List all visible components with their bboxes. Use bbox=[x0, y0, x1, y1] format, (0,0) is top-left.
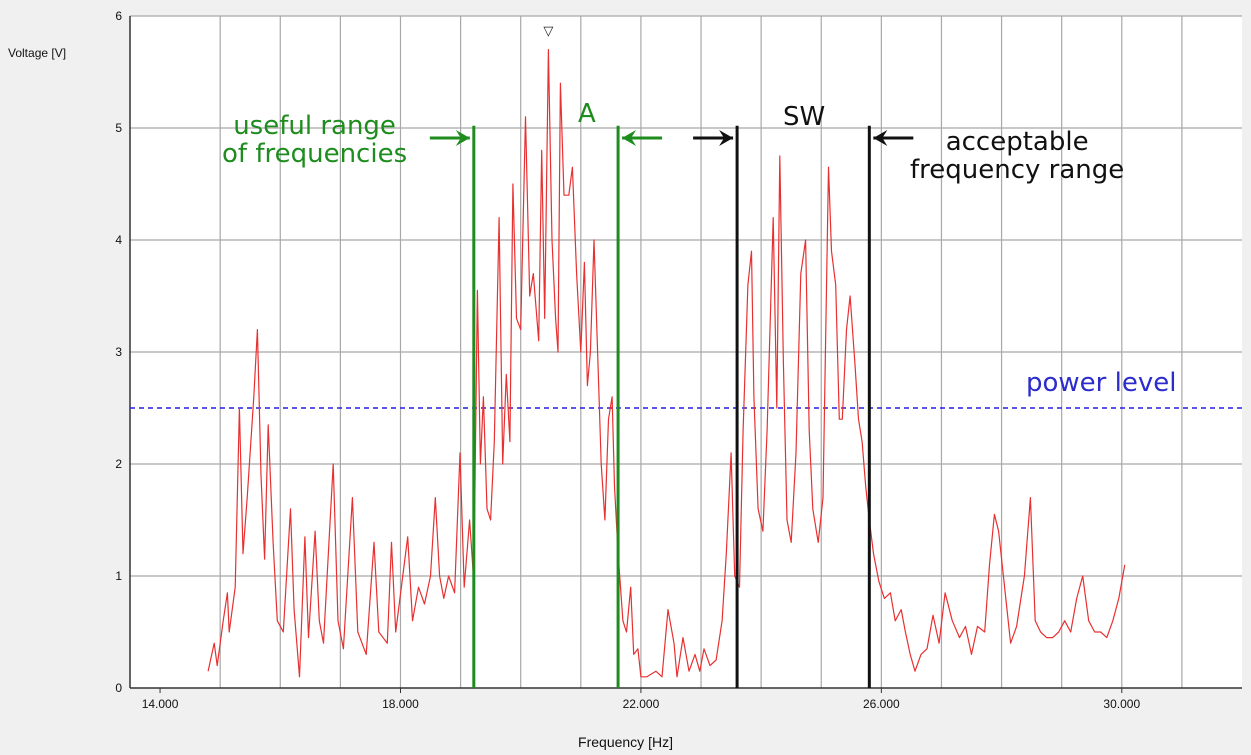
y-tick-label: 6 bbox=[115, 9, 122, 23]
peak-marker-icon: ▽ bbox=[543, 24, 553, 39]
arrow-green-left-head bbox=[455, 130, 470, 146]
axes bbox=[129, 16, 1242, 693]
y-tick-label: 1 bbox=[115, 569, 122, 583]
vertical-markers: ▽ bbox=[472, 24, 871, 688]
y-tick-label: 3 bbox=[115, 345, 122, 359]
y-tick-label: 4 bbox=[115, 233, 122, 247]
annotation-power-level: power level bbox=[1026, 368, 1177, 398]
annotation-a: A bbox=[578, 99, 596, 129]
x-tick-label: 30.000 bbox=[1103, 697, 1140, 711]
arrow-black-right-head bbox=[873, 130, 888, 146]
x-tick-label: 22.000 bbox=[623, 697, 660, 711]
annotation-arrows bbox=[429, 130, 914, 146]
x-axis-label: Frequency [Hz] bbox=[578, 734, 673, 750]
y-tick-label: 2 bbox=[115, 457, 122, 471]
x-tick-label: 14.000 bbox=[142, 697, 179, 711]
y-axis-label: Voltage [V] bbox=[8, 46, 67, 60]
annotation-acceptable-range: acceptable frequency range bbox=[910, 127, 1125, 185]
series-line bbox=[207, 49, 1126, 678]
annotation-sw: SW bbox=[783, 102, 826, 132]
x-tick-label: 18.000 bbox=[382, 697, 419, 711]
y-tick-label: 0 bbox=[115, 681, 122, 695]
annotation-useful-range: useful range of frequencies bbox=[222, 111, 408, 169]
tick-labels: 14.000 18.000 22.000 26.000 30.000 0 1 2 3 4 5 6 bbox=[115, 9, 1140, 711]
x-tick-label: 26.000 bbox=[863, 697, 900, 711]
arrow-black-left-head bbox=[719, 130, 734, 146]
y-tick-label: 5 bbox=[115, 121, 122, 135]
arrow-green-right-head bbox=[622, 130, 637, 146]
series-group bbox=[207, 49, 1126, 678]
